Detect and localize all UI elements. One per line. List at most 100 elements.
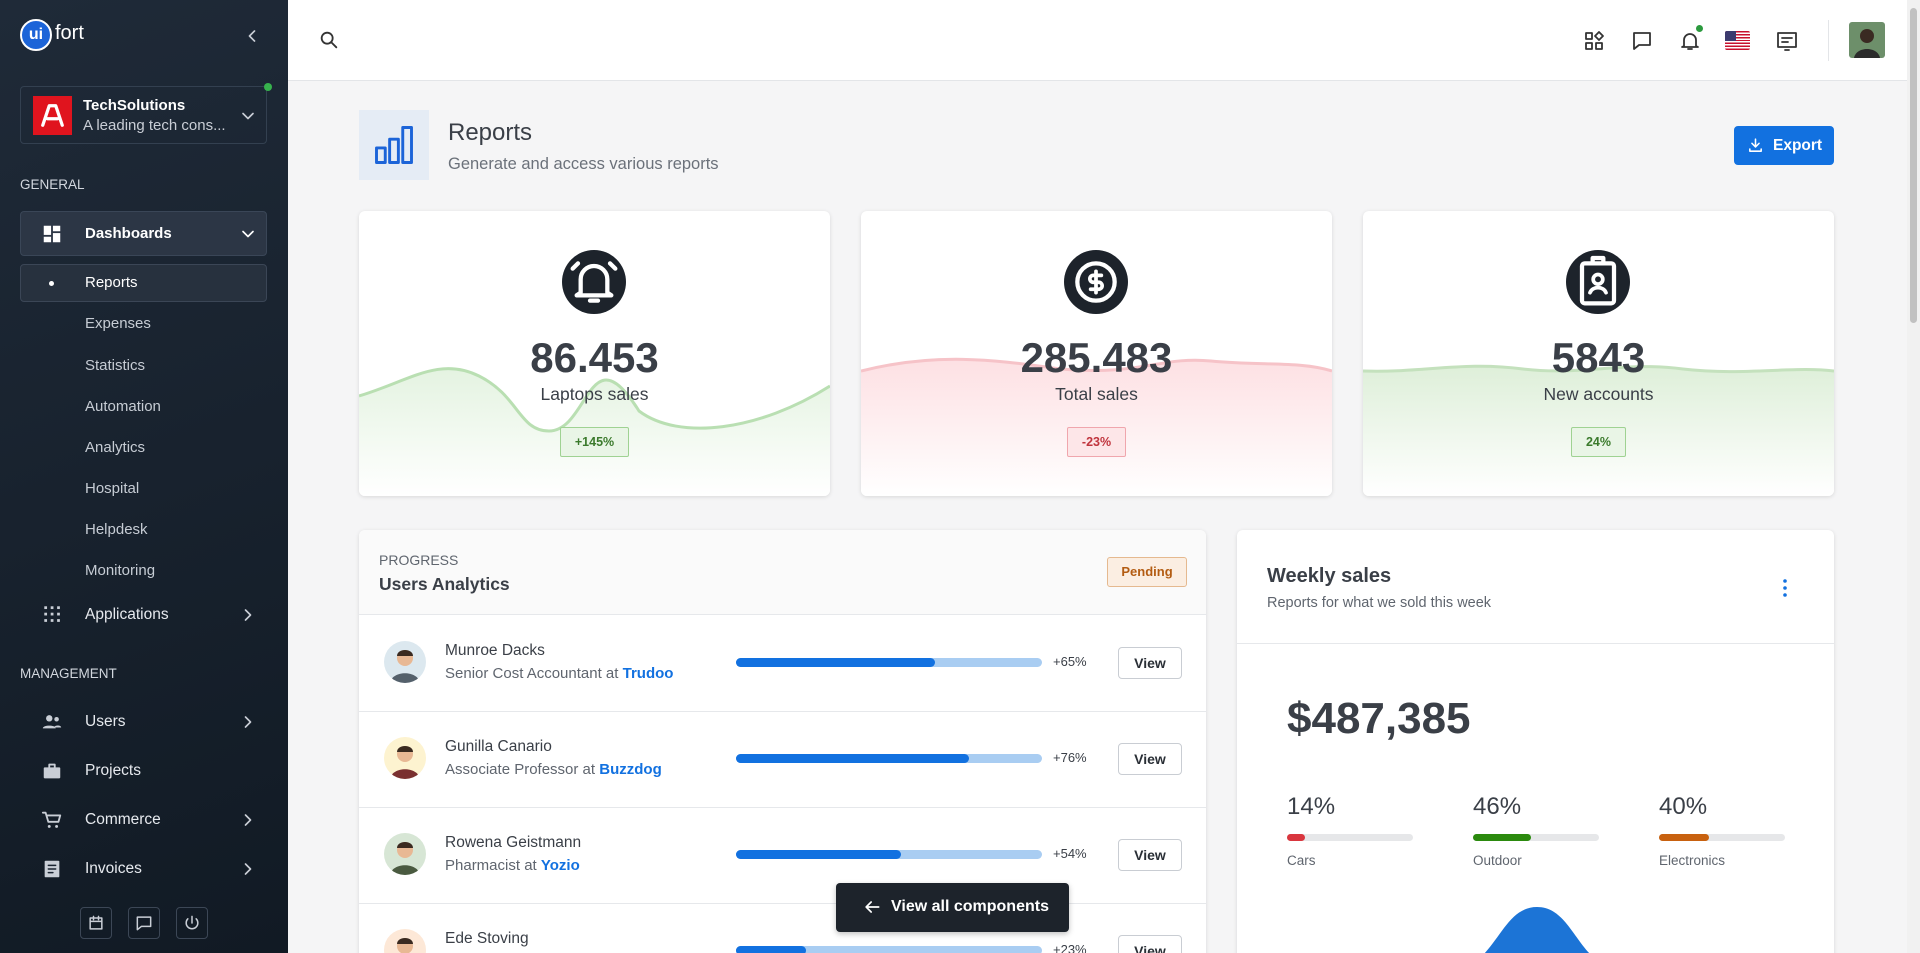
page-title: Reports [448,119,533,146]
sidebar-footer-button[interactable] [80,907,112,939]
category-bar [1659,834,1710,841]
section-title: GENERAL [20,177,85,192]
nav-label[interactable]: Commerce [85,811,161,828]
user-avatar [384,737,426,779]
stat-value: 5843 [1551,334,1646,381]
category-track [1659,834,1785,841]
user-avatar [384,833,426,875]
progress-label: +54% [1053,846,1087,861]
menu-button[interactable] [1773,576,1797,600]
page-subtitle: Generate and access various reports [448,155,719,173]
nav-subitem[interactable]: Hospital [85,480,140,497]
nav-subitem[interactable]: Automation [85,398,161,415]
user-company[interactable]: Buzzdog [599,761,662,778]
stat-value: 86.453 [530,334,659,381]
topbar-button[interactable] [1582,29,1606,53]
user-name: Rowena Geistmann [445,834,582,851]
topbar [288,0,1907,81]
nav-subitem[interactable]: Statistics [85,357,146,374]
progress-fill [736,658,935,667]
stat-value: 285.483 [1020,334,1173,381]
view-button[interactable]: View [1118,839,1182,871]
weekly-sales-panel: Weekly sales Reports for what we sold thi… [1237,530,1834,953]
nav-icon [41,760,63,782]
panel-kicker: PROGRESS [379,552,459,568]
nav-label[interactable]: Projects [85,762,141,779]
progress-label: +76% [1053,750,1087,765]
sidebar-footer-button[interactable] [128,907,160,939]
search-button[interactable] [318,29,340,51]
user-name: Ede Stoving [445,930,529,947]
category-track [1287,834,1413,841]
export-button[interactable]: Export [1734,126,1834,165]
category-bar [1473,834,1531,841]
notification-dot [1696,25,1703,32]
category-label: Electronics [1659,853,1726,868]
nav-subitem[interactable]: Monitoring [85,562,156,579]
view-button[interactable]: View [1118,743,1182,775]
weekly-total: $487,385 [1287,694,1471,743]
stat-card: 86.453 Laptops sales +145% [359,211,830,496]
view-button[interactable]: View [1118,647,1182,679]
user-company[interactable]: Trudoo [622,665,674,682]
stat-change: +145% [559,427,630,457]
nav-label[interactable]: Users [85,713,126,730]
nav-item-active[interactable] [20,211,267,256]
panel-subtitle: Reports for what we sold this week [1267,595,1492,611]
category-bar [1287,834,1305,841]
sales-chart [1437,895,1637,953]
sidebar [0,0,288,953]
view-all-components-button[interactable]: View all components [836,883,1069,932]
stat-icon [562,250,626,314]
org-desc: A leading tech cons... [83,117,226,134]
user-name: Munroe Dacks [445,642,545,659]
nav-subitem[interactable]: Analytics [85,439,146,456]
view-button[interactable]: View [1118,935,1182,953]
page-icon [359,110,429,180]
nav-subitem[interactable]: Expenses [85,315,151,332]
button-label: View all components [891,898,1049,915]
category-percent: 40% [1659,793,1708,820]
progress-fill [736,946,807,953]
user-role-text: Senior Cost Accountant at [445,665,619,682]
user-avatar[interactable] [1849,22,1885,58]
nav-subitem[interactable]: Helpdesk [85,521,148,538]
category-percent: 14% [1287,793,1336,820]
topbar-button[interactable] [1775,29,1799,53]
nav-chevron [238,224,258,244]
export-icon [1747,137,1764,154]
row-divider [359,807,1206,808]
panel-title: Users Analytics [379,574,510,594]
sidebar-footer-button[interactable] [176,907,208,939]
org-logo [33,96,72,135]
nav-label[interactable]: Invoices [85,860,142,877]
flag-canton [1725,31,1736,41]
section-title: MANAGEMENT [20,666,117,681]
collapse-button[interactable] [242,26,262,46]
user-role-text: Associate Professor at [445,761,596,778]
nav-chevron [238,810,258,830]
nav-icon [41,858,63,880]
nav-label: Dashboards [85,225,172,242]
stat-card: 285.483 Total sales -23% [861,211,1332,496]
user-avatar [384,929,426,953]
arrow-icon [862,897,882,917]
topbar-button[interactable] [1630,29,1654,53]
stat-change: 24% [1570,427,1627,457]
user-company[interactable]: Yozio [540,857,580,874]
nav-label[interactable]: Applications [85,606,169,623]
stat-icon [1064,250,1128,314]
category-percent: 46% [1473,793,1522,820]
category-track [1473,834,1599,841]
nav-icon [41,711,63,733]
topbar-button[interactable] [1678,29,1702,53]
org-switcher[interactable] [20,86,267,144]
nav-subitem[interactable]: Reports [85,274,138,291]
language-flag[interactable] [1725,31,1750,50]
nav-subitem-active[interactable] [20,264,267,302]
user-role-text: Pharmacist at [445,857,537,874]
org-name: TechSolutions [83,97,186,114]
progress-fill [736,754,969,763]
stat-icon [1566,250,1630,314]
